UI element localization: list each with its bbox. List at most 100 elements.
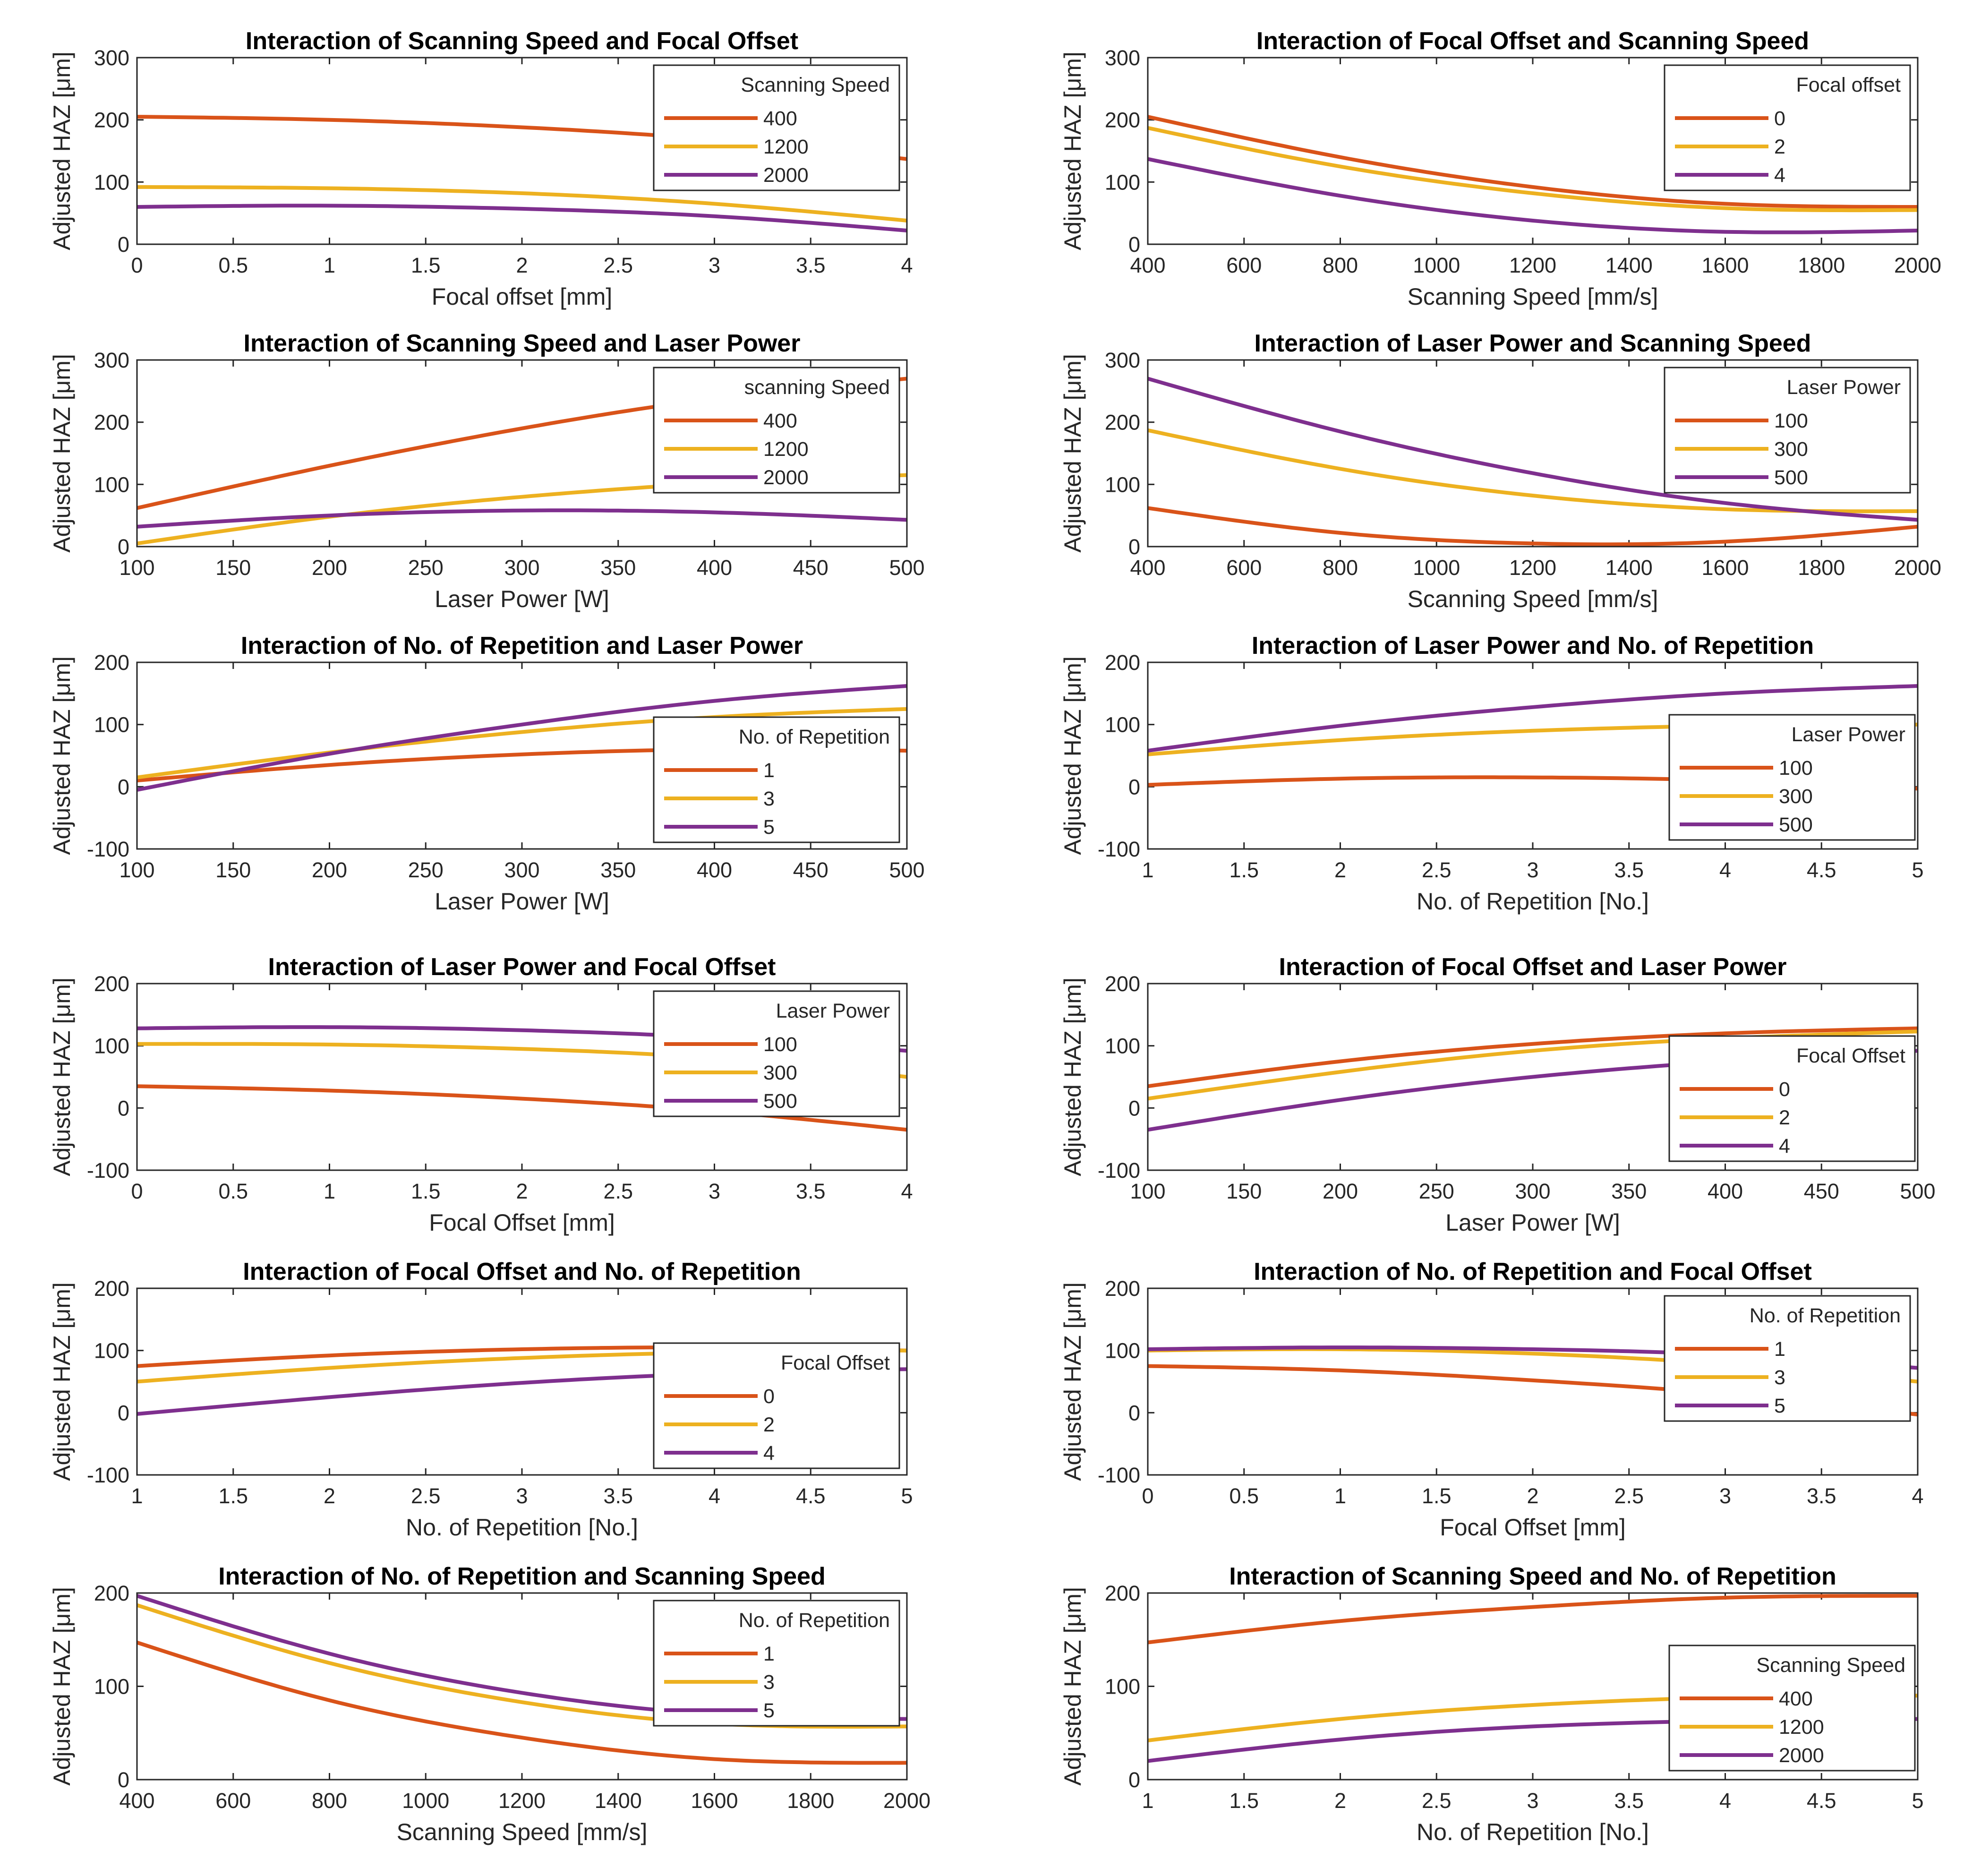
x-tick-label: 400 <box>1130 253 1165 277</box>
legend-title: Laser Power <box>1792 723 1905 746</box>
x-tick-label: 2.5 <box>603 1179 633 1203</box>
legend-label: 100 <box>763 1033 797 1056</box>
y-tick-label: -100 <box>87 837 129 861</box>
x-tick-label: 800 <box>312 1789 347 1813</box>
legend-title: Scanning Speed <box>741 74 890 96</box>
legend-box <box>1668 714 1916 841</box>
series-line-0 <box>1148 1026 1918 1088</box>
axes-box <box>1147 983 1919 1171</box>
x-tick-label: 1 <box>1142 858 1153 882</box>
x-axis-label: Focal Offset [mm] <box>429 1209 615 1236</box>
legend-box <box>653 716 900 843</box>
legend-label: 400 <box>763 107 797 130</box>
y-tick-label: 100 <box>1105 1339 1140 1363</box>
x-tick-label: 450 <box>793 858 828 882</box>
x-tick-label: 5 <box>1912 858 1923 882</box>
x-tick-label: 150 <box>1226 1179 1262 1203</box>
legend-title: Laser Power <box>1787 376 1901 399</box>
chart-panel-9: Interaction of Focal Offset and No. of R… <box>49 1258 913 1541</box>
legend-box <box>653 64 900 191</box>
x-tick-label: 2 <box>516 253 528 277</box>
x-tick-label: 1 <box>1334 1484 1346 1508</box>
x-tick-label: 150 <box>215 556 251 580</box>
x-tick-label: 1400 <box>595 1789 642 1813</box>
y-tick-label: 200 <box>94 108 129 132</box>
series-line-500 <box>1148 377 1918 522</box>
y-tick-label: 200 <box>94 1276 129 1301</box>
x-tick-label: 3 <box>1719 1484 1731 1508</box>
x-tick-label: 1200 <box>1509 253 1556 277</box>
x-tick-label: 600 <box>1226 556 1262 580</box>
y-tick-label: 100 <box>94 713 129 737</box>
legend: Focal offset 0 2 4 <box>1664 64 1911 191</box>
x-tick-label: 350 <box>600 858 636 882</box>
x-tick-label: 1.5 <box>1229 858 1259 882</box>
x-tick-label: 1000 <box>1413 556 1460 580</box>
x-tick-label: 0.5 <box>1229 1484 1259 1508</box>
legend: Focal Offset 0 2 4 <box>1668 1035 1916 1162</box>
x-tick-label: 1600 <box>1701 556 1749 580</box>
y-axis-label: Adjusted HAZ [μm] <box>1059 1282 1086 1481</box>
legend-box <box>1668 1645 1916 1772</box>
legend-label: 0 <box>1774 107 1785 130</box>
legend-label: 3 <box>763 1671 775 1694</box>
legend-label: 4 <box>1779 1135 1790 1157</box>
x-tick-label: 1600 <box>1701 253 1749 277</box>
x-tick-label: 2 <box>1334 858 1346 882</box>
y-tick-label: 0 <box>118 1401 129 1425</box>
legend-label: 2 <box>1779 1106 1790 1129</box>
x-tick-label: 2.5 <box>603 253 633 277</box>
legend: No. of Repetition 1 3 5 <box>653 716 900 843</box>
x-tick-label: 1 <box>324 1179 335 1203</box>
legend-label: 2 <box>763 1413 775 1436</box>
chart-title: Interaction of Focal Offset and Scanning… <box>1256 27 1809 55</box>
axes-box <box>136 359 908 548</box>
y-axis-label: Adjusted HAZ [μm] <box>49 354 75 553</box>
y-axis-label: Adjusted HAZ [μm] <box>1059 656 1086 855</box>
x-axis-label: No. of Repetition [No.] <box>1417 888 1649 915</box>
x-tick-label: 800 <box>1323 556 1358 580</box>
y-tick-label: 100 <box>94 1034 129 1058</box>
x-tick-label: 0 <box>131 1179 143 1203</box>
x-tick-label: 4 <box>901 253 913 277</box>
x-tick-label: 300 <box>1515 1179 1550 1203</box>
legend-label: 500 <box>763 1090 797 1113</box>
y-tick-label: 200 <box>1105 108 1140 132</box>
y-tick-label: 0 <box>118 775 129 799</box>
y-tick-label: 300 <box>94 46 129 70</box>
legend-label: 0 <box>763 1385 775 1408</box>
y-tick-label: -100 <box>1098 837 1140 861</box>
chart-title: Interaction of Focal Offset and No. of R… <box>243 1258 801 1285</box>
legend-label: 1200 <box>763 438 809 461</box>
y-tick-label: 0 <box>1128 1096 1140 1120</box>
x-tick-label: 1400 <box>1605 253 1653 277</box>
y-tick-label: 0 <box>118 1096 129 1120</box>
x-tick-label: 3 <box>1527 858 1538 882</box>
x-tick-label: 4.5 <box>796 1484 826 1508</box>
x-tick-label: 4 <box>1719 858 1731 882</box>
x-tick-label: 5 <box>1912 1789 1923 1813</box>
legend-box <box>1664 64 1911 191</box>
chart-panel-8: Interaction of Focal Offset and Laser Po… <box>1059 953 1936 1236</box>
x-tick-label: 800 <box>1323 253 1358 277</box>
x-tick-label: 350 <box>1611 1179 1647 1203</box>
chart-panel-10: Interaction of No. of Repetition and Foc… <box>1059 1258 1924 1541</box>
legend: scanning Speed 400 1200 2000 <box>653 367 900 494</box>
x-tick-label: 400 <box>119 1789 154 1813</box>
x-tick-label: 1.5 <box>1422 1484 1452 1508</box>
chart-title: Interaction of Laser Power and Focal Off… <box>268 953 776 981</box>
x-tick-label: 3.5 <box>796 253 826 277</box>
legend-title: scanning Speed <box>744 376 890 399</box>
y-axis-label: Adjusted HAZ [μm] <box>49 656 75 855</box>
y-axis-label: Adjusted HAZ [μm] <box>1059 354 1086 553</box>
y-axis-label: Adjusted HAZ [μm] <box>49 977 75 1176</box>
axes-box <box>1147 1592 1919 1781</box>
x-tick-label: 250 <box>408 858 444 882</box>
y-tick-label: 200 <box>1105 1276 1140 1301</box>
y-tick-label: 200 <box>1105 411 1140 435</box>
y-tick-label: 300 <box>1105 46 1140 70</box>
x-tick-label: 250 <box>1419 1179 1454 1203</box>
y-tick-label: 200 <box>94 411 129 435</box>
y-tick-label: 0 <box>1128 1768 1140 1792</box>
legend-label: 100 <box>1779 757 1813 780</box>
